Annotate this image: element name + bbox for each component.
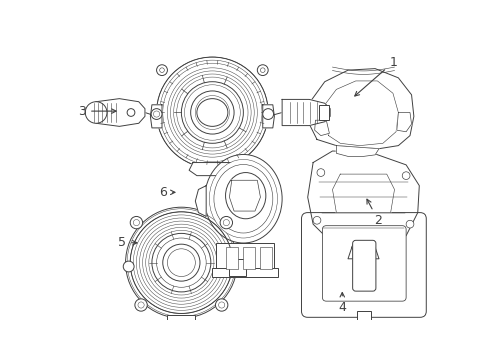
Circle shape	[160, 68, 164, 72]
Circle shape	[127, 109, 135, 116]
Polygon shape	[323, 81, 398, 145]
Polygon shape	[315, 120, 329, 136]
Circle shape	[168, 249, 196, 276]
FancyBboxPatch shape	[212, 268, 278, 277]
Circle shape	[220, 216, 233, 229]
Circle shape	[157, 238, 206, 287]
Circle shape	[317, 169, 325, 176]
Polygon shape	[309, 69, 414, 149]
Ellipse shape	[225, 172, 266, 219]
FancyBboxPatch shape	[229, 259, 246, 276]
Circle shape	[85, 102, 107, 123]
Polygon shape	[189, 163, 236, 176]
Circle shape	[152, 233, 211, 292]
FancyBboxPatch shape	[168, 315, 196, 329]
Circle shape	[216, 299, 228, 311]
FancyBboxPatch shape	[319, 105, 329, 120]
Text: 5: 5	[118, 236, 137, 249]
Circle shape	[191, 91, 234, 134]
Circle shape	[163, 244, 200, 281]
FancyBboxPatch shape	[357, 311, 371, 320]
Circle shape	[263, 109, 273, 120]
Circle shape	[260, 68, 265, 72]
FancyBboxPatch shape	[353, 240, 376, 291]
Polygon shape	[94, 99, 145, 126]
Polygon shape	[308, 151, 419, 251]
FancyBboxPatch shape	[322, 226, 406, 301]
Text: 3: 3	[78, 105, 116, 118]
Text: 4: 4	[338, 293, 346, 314]
Text: 2: 2	[367, 199, 382, 227]
Text: 1: 1	[355, 55, 397, 96]
Circle shape	[151, 109, 162, 120]
FancyBboxPatch shape	[226, 247, 238, 269]
Polygon shape	[150, 105, 162, 128]
Polygon shape	[397, 112, 412, 132]
Circle shape	[181, 82, 244, 143]
Ellipse shape	[197, 99, 228, 126]
Circle shape	[313, 216, 321, 224]
Circle shape	[196, 95, 229, 130]
Ellipse shape	[214, 165, 273, 233]
Ellipse shape	[209, 159, 277, 238]
Circle shape	[184, 85, 240, 140]
Text: 6: 6	[159, 186, 175, 199]
Circle shape	[157, 65, 168, 76]
Circle shape	[123, 261, 134, 272]
FancyBboxPatch shape	[301, 213, 426, 317]
Polygon shape	[263, 105, 274, 128]
Polygon shape	[282, 99, 330, 126]
Polygon shape	[196, 186, 206, 216]
Circle shape	[135, 299, 147, 311]
Circle shape	[352, 243, 360, 251]
Polygon shape	[348, 247, 379, 259]
Polygon shape	[229, 180, 260, 211]
FancyBboxPatch shape	[260, 247, 272, 269]
FancyBboxPatch shape	[216, 243, 274, 273]
Circle shape	[157, 57, 268, 168]
Circle shape	[406, 220, 414, 228]
Circle shape	[130, 216, 143, 229]
Circle shape	[257, 65, 268, 76]
Circle shape	[125, 207, 237, 318]
Circle shape	[402, 172, 410, 180]
Ellipse shape	[205, 154, 282, 243]
Polygon shape	[336, 145, 379, 156]
Polygon shape	[333, 174, 394, 213]
FancyBboxPatch shape	[244, 247, 255, 269]
